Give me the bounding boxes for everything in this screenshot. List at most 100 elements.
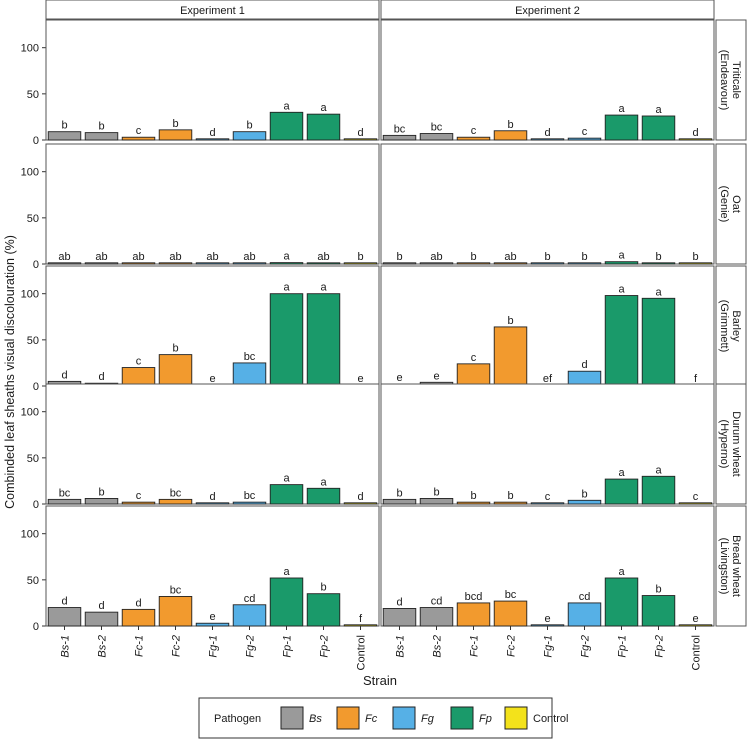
significance-letter: d xyxy=(61,369,67,381)
significance-letter: b xyxy=(357,251,363,263)
bar xyxy=(121,501,156,505)
significance-letter: bc xyxy=(170,584,182,596)
legend-box xyxy=(198,697,553,739)
y-tick-label: 100 xyxy=(21,167,39,179)
bar xyxy=(493,130,528,141)
significance-letter: ab xyxy=(504,251,516,263)
y-tick-label: 50 xyxy=(27,89,39,101)
significance-letter: a xyxy=(618,467,625,479)
y-axis-label: Combinded leaf sheaths visual discoloura… xyxy=(3,235,17,509)
bar xyxy=(604,478,639,505)
significance-letter: d xyxy=(357,127,363,139)
significance-letter: ab xyxy=(317,251,329,263)
significance-letter: b xyxy=(433,486,439,498)
significance-letter: cd xyxy=(579,591,591,603)
significance-letter: ab xyxy=(132,251,144,263)
bar xyxy=(456,602,491,627)
x-tick-label: Fp-2 xyxy=(319,635,331,658)
bar xyxy=(306,487,341,505)
x-tick-label: Bs-1 xyxy=(395,635,407,658)
facet-strip-row xyxy=(715,19,747,141)
bar xyxy=(567,137,602,141)
bar xyxy=(604,295,639,387)
significance-letter: bc xyxy=(394,123,406,135)
legend-label: Bs xyxy=(309,713,322,725)
x-tick-label: Fp-1 xyxy=(282,635,294,658)
row-label-line2: (Genie) xyxy=(718,186,730,223)
significance-letter: b xyxy=(61,120,67,132)
row-label-line2: (Hyperno) xyxy=(718,420,730,469)
bar xyxy=(604,577,639,627)
facet-strip-row-label: Triticale(Endeavour) xyxy=(718,50,742,111)
significance-letter: b xyxy=(507,490,513,502)
significance-letter: c xyxy=(545,491,551,503)
bar xyxy=(84,611,119,627)
bar xyxy=(641,115,676,141)
bar xyxy=(121,367,156,387)
bar xyxy=(121,136,156,141)
significance-letter: a xyxy=(320,102,327,114)
x-tick-label: Bs-1 xyxy=(60,635,72,658)
bar xyxy=(269,262,304,265)
significance-letter: a xyxy=(618,284,625,296)
bar xyxy=(567,499,602,505)
x-tick-label: Bs-2 xyxy=(97,635,109,658)
bar xyxy=(456,501,491,505)
x-tick-label: Fc-1 xyxy=(134,635,146,657)
significance-letter: a xyxy=(618,103,625,115)
significance-letter: b xyxy=(396,487,402,499)
significance-letter: b xyxy=(655,584,661,596)
bar xyxy=(493,600,528,627)
bar xyxy=(641,475,676,505)
bar xyxy=(47,262,82,265)
bar xyxy=(604,114,639,141)
bar xyxy=(195,262,230,265)
significance-letter: e xyxy=(357,373,363,385)
bar xyxy=(641,595,676,627)
significance-letter: b xyxy=(172,118,178,130)
significance-letter: e xyxy=(396,372,402,384)
facet-panel xyxy=(380,143,715,265)
bar xyxy=(382,134,417,141)
y-tick-label: 50 xyxy=(27,213,39,225)
significance-letter: b xyxy=(655,251,661,263)
bar xyxy=(306,593,341,627)
significance-letter: a xyxy=(283,100,290,112)
significance-letter: d xyxy=(61,596,67,608)
bar xyxy=(530,502,565,505)
y-tick-label: 50 xyxy=(27,575,39,587)
bar xyxy=(641,262,676,265)
bar xyxy=(232,604,267,627)
facet-strip-column-label: Experiment 1 xyxy=(180,5,245,17)
significance-letter: d xyxy=(692,127,698,139)
bar xyxy=(530,138,565,141)
y-tick-label: 0 xyxy=(33,135,39,147)
bar xyxy=(306,262,341,265)
facet-strip-row-label: Oat(Genie) xyxy=(718,186,742,223)
legend-label: Fp xyxy=(479,713,492,725)
bar xyxy=(343,502,378,505)
bar xyxy=(382,608,417,627)
significance-letter: d xyxy=(135,597,141,609)
significance-letter: d xyxy=(209,491,215,503)
significance-letter: b xyxy=(172,343,178,355)
significance-letter: d xyxy=(98,371,104,383)
significance-letter: a xyxy=(320,282,327,294)
significance-letter: d xyxy=(396,596,402,608)
x-tick-label: Fg-2 xyxy=(245,635,257,658)
y-tick-label: 100 xyxy=(21,43,39,55)
bar xyxy=(232,501,267,505)
significance-letter: a xyxy=(283,566,290,578)
facet-strip-row xyxy=(715,505,747,627)
bar xyxy=(567,262,602,265)
significance-letter: b xyxy=(507,119,513,131)
bar xyxy=(306,293,341,387)
bar xyxy=(232,362,267,387)
legend-swatch xyxy=(280,706,304,730)
facet-strip-row xyxy=(715,265,747,387)
bar xyxy=(195,622,230,627)
significance-letter: bc xyxy=(244,490,256,502)
row-label-line1: Oat xyxy=(730,195,742,213)
bar xyxy=(343,138,378,141)
significance-letter: d xyxy=(209,127,215,139)
